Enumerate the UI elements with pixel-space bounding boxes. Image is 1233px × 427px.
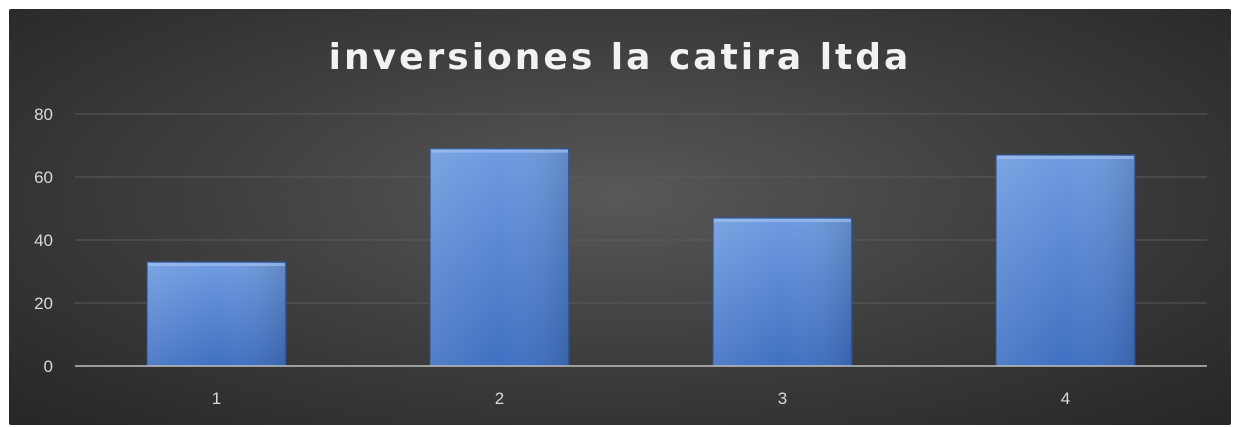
bar-group: [146, 261, 287, 367]
bar-group: [429, 148, 570, 367]
plot-area: 0 20 40 60 80 1 2 3 4: [34, 105, 1207, 408]
x-tick-label: 2: [495, 389, 504, 408]
y-tick-label: 0: [44, 357, 53, 376]
bar-sheen: [147, 262, 286, 366]
y-tick-label: 60: [34, 168, 53, 187]
x-tick-label: 1: [212, 389, 221, 408]
chart-area: inversiones la catira ltda 0 20 40 60 80 1 2 3 4: [9, 9, 1231, 425]
bar-group: [995, 154, 1136, 367]
bar-highlight: [714, 218, 851, 222]
axes: 0 20 40 60 80 1 2 3 4: [34, 105, 1207, 408]
bar-highlight: [997, 155, 1134, 159]
bar-sheen: [996, 154, 1135, 366]
x-tick-label: 4: [1061, 389, 1070, 408]
bars: [146, 148, 1136, 367]
y-tick-label: 20: [34, 294, 53, 313]
x-tick-label: 3: [778, 389, 787, 408]
y-tick-label: 80: [34, 105, 53, 124]
bar-sheen: [430, 148, 569, 366]
y-tick-label: 40: [34, 231, 53, 250]
chart-title: inversiones la catira ltda: [328, 37, 912, 78]
bar-highlight: [148, 263, 285, 267]
bar-sheen: [713, 217, 852, 366]
bar-highlight: [431, 149, 568, 153]
bar-group: [712, 217, 853, 367]
